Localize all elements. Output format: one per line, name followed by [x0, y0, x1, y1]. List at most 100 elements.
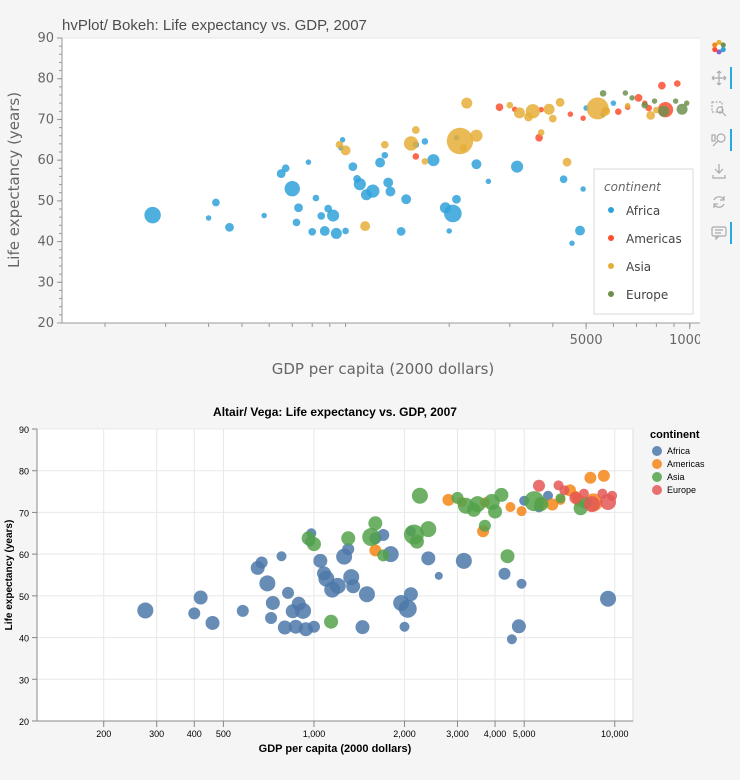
point-africa[interactable]: [511, 160, 524, 173]
point-europe[interactable]: [651, 98, 658, 104]
point-africa[interactable]: [396, 226, 406, 236]
point-asia[interactable]: [340, 145, 351, 156]
point-africa[interactable]: [600, 590, 617, 607]
point-asia[interactable]: [335, 140, 344, 149]
point-europe[interactable]: [622, 90, 629, 96]
point-africa[interactable]: [444, 204, 462, 223]
logo-icon[interactable]: [708, 36, 730, 58]
point-africa[interactable]: [348, 162, 358, 172]
point-europe[interactable]: [672, 98, 679, 104]
point-africa[interactable]: [383, 177, 394, 188]
point-asia[interactable]: [403, 136, 419, 151]
point-africa[interactable]: [144, 206, 161, 224]
point-americas[interactable]: [546, 498, 559, 511]
point-asia[interactable]: [601, 106, 611, 116]
point-africa[interactable]: [312, 194, 320, 202]
point-americas[interactable]: [580, 115, 586, 121]
wheel-zoom-icon[interactable]: [708, 129, 732, 151]
point-americas[interactable]: [634, 94, 643, 102]
point-africa[interactable]: [225, 222, 234, 232]
point-africa[interactable]: [294, 203, 303, 213]
point-africa[interactable]: [398, 599, 417, 618]
point-africa[interactable]: [205, 615, 220, 630]
point-africa[interactable]: [281, 164, 290, 173]
point-africa[interactable]: [282, 586, 295, 599]
point-americas[interactable]: [614, 108, 622, 115]
point-asia[interactable]: [555, 97, 565, 107]
point-asia[interactable]: [624, 102, 631, 109]
vega-legend[interactable]: continent Africa Americas Asia Europe: [650, 429, 705, 495]
point-asia[interactable]: [469, 496, 486, 513]
point-africa[interactable]: [421, 551, 436, 566]
point-asia[interactable]: [362, 528, 381, 547]
point-asia[interactable]: [411, 487, 428, 504]
point-europe[interactable]: [559, 485, 570, 496]
point-asia[interactable]: [500, 549, 515, 564]
point-africa[interactable]: [580, 186, 586, 192]
point-africa[interactable]: [471, 159, 482, 170]
point-africa[interactable]: [308, 227, 317, 236]
point-africa[interactable]: [276, 169, 286, 178]
point-africa[interactable]: [307, 620, 320, 633]
point-asia[interactable]: [548, 114, 557, 123]
hover-icon[interactable]: [708, 222, 732, 244]
point-americas[interactable]: [516, 506, 527, 517]
point-americas[interactable]: [442, 493, 455, 506]
point-africa[interactable]: [511, 619, 526, 634]
point-africa[interactable]: [399, 621, 410, 632]
point-asia[interactable]: [470, 129, 483, 142]
point-africa[interactable]: [543, 490, 554, 501]
point-americas[interactable]: [584, 471, 597, 484]
point-africa[interactable]: [506, 634, 517, 645]
point-africa[interactable]: [265, 611, 278, 624]
point-asia[interactable]: [411, 126, 420, 134]
point-asia[interactable]: [488, 504, 503, 519]
point-africa[interactable]: [575, 225, 585, 236]
point-asia[interactable]: [409, 534, 424, 549]
point-africa[interactable]: [498, 567, 511, 580]
point-africa[interactable]: [342, 543, 355, 556]
point-africa[interactable]: [305, 159, 312, 165]
point-asia[interactable]: [513, 107, 525, 119]
point-americas[interactable]: [505, 502, 516, 513]
point-europe[interactable]: [641, 101, 649, 109]
point-asia[interactable]: [494, 487, 509, 502]
point-africa[interactable]: [277, 620, 292, 635]
point-asia[interactable]: [368, 516, 383, 531]
point-africa[interactable]: [329, 577, 346, 594]
point-africa[interactable]: [330, 227, 342, 239]
point-europe[interactable]: [607, 490, 618, 501]
point-africa[interactable]: [319, 226, 330, 236]
point-asia[interactable]: [461, 97, 473, 109]
point-asia[interactable]: [543, 103, 555, 115]
point-africa[interactable]: [516, 578, 527, 589]
point-europe[interactable]: [683, 100, 690, 106]
pan-icon[interactable]: [708, 67, 732, 89]
point-africa[interactable]: [327, 209, 340, 222]
point-americas[interactable]: [673, 80, 681, 87]
point-europe[interactable]: [658, 105, 670, 117]
point-africa[interactable]: [427, 154, 440, 167]
point-africa[interactable]: [339, 137, 346, 143]
point-asia[interactable]: [459, 144, 468, 152]
point-europe[interactable]: [583, 496, 600, 513]
point-africa[interactable]: [212, 198, 220, 207]
point-africa[interactable]: [434, 571, 443, 580]
point-africa[interactable]: [385, 186, 396, 197]
point-asia[interactable]: [380, 140, 389, 149]
point-asia[interactable]: [306, 537, 321, 552]
reset-icon[interactable]: [708, 191, 730, 213]
point-africa[interactable]: [259, 575, 276, 592]
point-asia[interactable]: [341, 531, 356, 546]
point-africa[interactable]: [342, 227, 349, 235]
point-asia[interactable]: [506, 101, 514, 109]
point-americas[interactable]: [412, 153, 420, 160]
point-africa[interactable]: [355, 620, 370, 635]
point-europe[interactable]: [676, 103, 688, 115]
point-europe[interactable]: [599, 90, 607, 97]
point-africa[interactable]: [353, 178, 366, 191]
box-zoom-icon[interactable]: [708, 98, 730, 120]
point-asia[interactable]: [555, 493, 566, 504]
vega-plot-area[interactable]: [36, 428, 634, 722]
point-africa[interactable]: [381, 151, 389, 159]
